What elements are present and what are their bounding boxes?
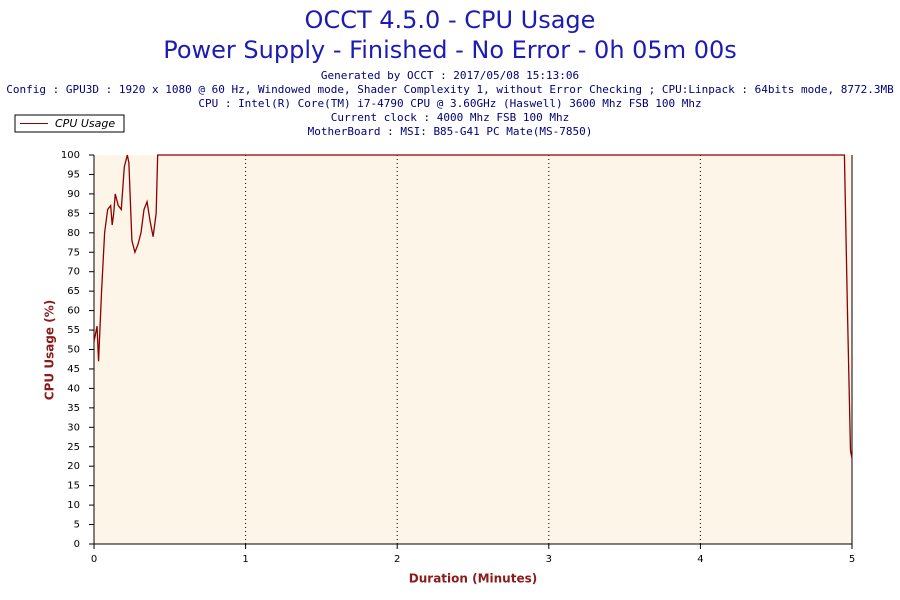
legend-box <box>14 114 125 133</box>
y-tick-label: 50 <box>67 345 80 356</box>
x-tick-label: 1 <box>242 554 248 565</box>
y-tick-label: 20 <box>67 461 80 472</box>
y-tick-label: 10 <box>67 500 80 511</box>
y-tick-label: 90 <box>67 189 80 200</box>
y-axis-label: CPU Usage (%) <box>43 300 57 400</box>
chart-subtitle: Power Supply - Finished - No Error - 0h … <box>163 36 737 64</box>
y-tick-label: 55 <box>67 325 80 336</box>
info-line: MotherBoard : MSI: B85-G41 PC Mate(MS-78… <box>308 125 593 138</box>
info-block: Generated by OCCT : 2017/05/08 15:13:06C… <box>6 69 894 138</box>
y-tick-label: 70 <box>67 267 80 278</box>
x-tick-label: 2 <box>394 554 400 565</box>
y-tick-label: 75 <box>67 247 80 258</box>
y-tick-label: 35 <box>67 403 80 414</box>
y-tick-label: 15 <box>67 481 80 492</box>
plot-background <box>94 155 852 544</box>
chart-title: OCCT 4.5.0 - CPU Usage <box>305 6 596 34</box>
y-tick-label: 45 <box>67 364 80 375</box>
info-line: Current clock : 4000 Mhz FSB 100 Mhz <box>331 111 569 124</box>
y-tick-label: 100 <box>61 150 80 161</box>
y-tick-label: 60 <box>67 306 80 317</box>
x-tick-label: 3 <box>546 554 552 565</box>
x-tick-label: 4 <box>697 554 703 565</box>
x-tick-label: 0 <box>91 554 97 565</box>
x-tick-label: 5 <box>849 554 855 565</box>
legend: CPU Usage <box>14 114 125 133</box>
y-tick-label: 80 <box>67 228 80 239</box>
y-tick-label: 0 <box>74 539 80 550</box>
info-line: Generated by OCCT : 2017/05/08 15:13:06 <box>321 69 579 82</box>
y-tick-label: 65 <box>67 286 80 297</box>
y-tick-label: 5 <box>74 520 80 531</box>
y-tick-label: 25 <box>67 442 80 453</box>
y-tick-label: 85 <box>67 208 80 219</box>
y-tick-label: 95 <box>67 169 80 180</box>
info-line: Config : GPU3D : 1920 x 1080 @ 60 Hz, Wi… <box>6 83 894 96</box>
legend-label: CPU Usage <box>55 117 115 130</box>
info-line: CPU : Intel(R) Core(TM) i7-4790 CPU @ 3.… <box>198 97 701 110</box>
y-tick-label: 30 <box>67 422 80 433</box>
y-tick-label: 40 <box>67 383 80 394</box>
x-axis-label: Duration (Minutes) <box>409 572 537 586</box>
data-line <box>93 154 853 459</box>
